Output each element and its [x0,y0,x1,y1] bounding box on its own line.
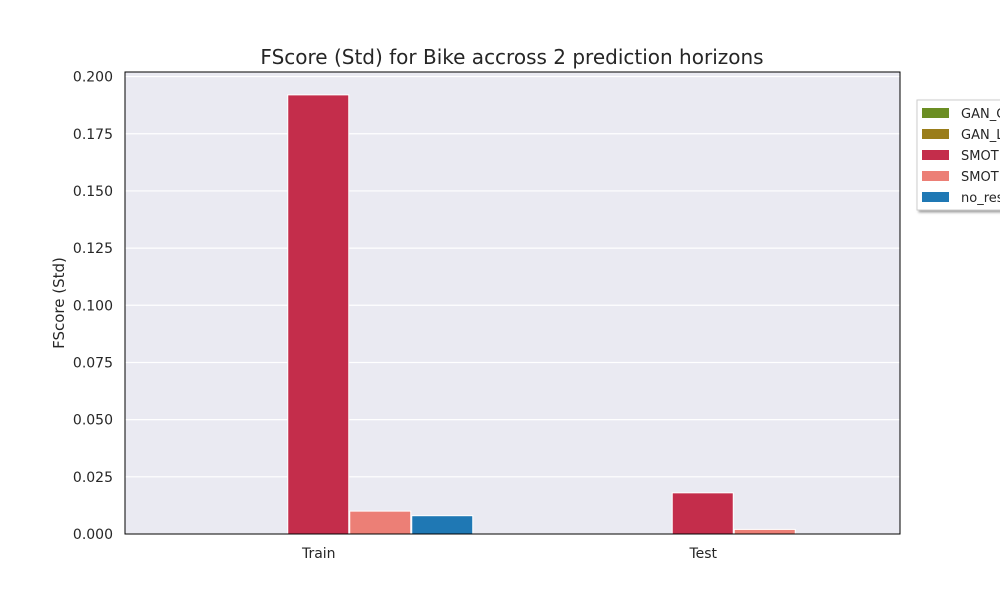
x-tick-label: Train [301,546,336,562]
bar-1-3 [734,529,795,534]
legend-label: no_res [961,191,1000,206]
y-tick-label: 0.050 [73,413,113,429]
legend-swatch [922,171,949,181]
plot-area [125,72,900,534]
legend-swatch [922,129,949,139]
legend-label: GAN_C [961,107,1000,122]
legend-label: SMOT [961,149,999,164]
legend-label: SMOT [961,170,999,185]
bar-0-3 [350,511,411,534]
legend-label: GAN_L [961,128,1000,143]
y-tick-label: 0.150 [73,184,113,200]
legend-swatch [922,192,949,202]
x-axis-ticks: Train Test [301,546,718,562]
legend: GAN_C GAN_L SMOT SMOT no_res [917,100,1000,210]
legend-swatch [922,108,949,118]
bar-1-2 [672,493,733,534]
x-tick-label: Test [688,546,717,562]
bar-0-4 [412,516,473,534]
y-axis-ticks: 0.000 0.025 0.050 0.075 0.100 0.125 0.150 0.175… [73,70,113,543]
y-tick-label: 0.175 [73,127,113,143]
legend-swatch [922,150,949,160]
y-tick-label: 0.100 [73,298,113,314]
bar-0-2 [288,95,349,534]
y-tick-label: 0.125 [73,241,113,257]
y-tick-label: 0.200 [73,70,113,86]
y-axis-label: FScore (Std) [50,257,68,349]
y-tick-label: 0.025 [73,470,113,486]
y-tick-label: 0.075 [73,355,113,371]
y-tick-label: 0.000 [73,527,113,543]
chart-title: FScore (Std) for Bike accross 2 predicti… [260,45,763,69]
